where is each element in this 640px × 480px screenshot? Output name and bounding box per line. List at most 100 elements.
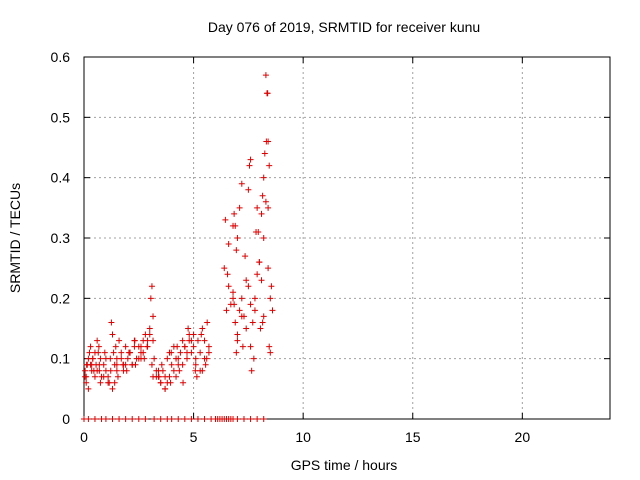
x-tick-labels: 0 5 10 15 20 <box>80 429 530 445</box>
data-point <box>242 253 249 260</box>
data-point <box>125 349 132 356</box>
data-point <box>177 349 184 356</box>
data-point <box>150 373 157 380</box>
data-point <box>260 313 267 320</box>
data-point <box>243 325 250 332</box>
data-point <box>180 379 187 386</box>
data-point <box>102 416 109 422</box>
data-point <box>259 319 266 326</box>
data-point <box>260 174 267 181</box>
data-point <box>94 337 101 344</box>
data-point <box>131 337 138 344</box>
y-tick-label: 0 <box>62 411 70 427</box>
data-point <box>250 355 257 362</box>
data-point <box>166 373 173 380</box>
data-point <box>131 343 138 350</box>
data-point <box>231 210 238 217</box>
data-point <box>155 373 162 380</box>
data-point <box>113 367 120 374</box>
data-point <box>87 343 94 350</box>
data-point <box>230 289 237 296</box>
x-tick-label: 15 <box>405 429 421 445</box>
data-point <box>247 343 254 350</box>
data-points <box>81 72 276 422</box>
data-point <box>194 337 201 344</box>
data-point <box>260 416 267 422</box>
data-point <box>223 307 230 314</box>
x-tick-label: 0 <box>80 429 88 445</box>
data-point <box>246 162 253 169</box>
data-point <box>132 361 139 368</box>
data-point <box>231 301 238 308</box>
data-point <box>91 373 98 380</box>
data-point <box>96 367 103 374</box>
data-point <box>118 355 125 362</box>
data-point <box>262 198 269 205</box>
data-point <box>262 72 269 79</box>
data-point <box>265 204 272 211</box>
data-point <box>234 235 241 241</box>
data-point <box>254 271 261 278</box>
data-point <box>193 373 200 380</box>
data-point <box>108 319 115 326</box>
data-point <box>267 349 274 356</box>
data-point <box>225 241 232 248</box>
data-point <box>140 349 147 356</box>
data-point <box>129 416 136 422</box>
data-point <box>243 277 250 284</box>
data-point <box>146 325 153 332</box>
axis-ticks <box>83 56 610 420</box>
data-point <box>238 313 245 320</box>
data-point <box>122 416 129 422</box>
data-point <box>245 283 252 290</box>
data-point <box>266 162 273 169</box>
data-point <box>202 361 209 368</box>
data-point <box>221 265 228 272</box>
data-point <box>205 343 212 350</box>
data-point <box>259 192 266 199</box>
data-point <box>230 222 237 229</box>
data-point <box>260 235 267 241</box>
data-point <box>225 283 232 290</box>
data-point <box>144 343 151 350</box>
data-point <box>157 416 164 422</box>
data-point <box>106 379 113 386</box>
data-point <box>137 343 144 350</box>
data-point <box>97 355 104 362</box>
data-point <box>201 416 208 422</box>
data-point <box>249 319 256 326</box>
data-point <box>179 361 186 368</box>
data-point <box>198 331 205 338</box>
data-point <box>234 416 241 422</box>
data-point <box>151 355 158 362</box>
data-point <box>232 319 239 326</box>
data-point <box>201 337 208 344</box>
data-point <box>194 416 201 422</box>
data-point <box>114 373 121 380</box>
data-point <box>113 361 120 368</box>
data-point <box>85 416 92 422</box>
y-tick-label: 0.4 <box>51 170 71 186</box>
data-point <box>205 349 212 356</box>
data-point <box>116 337 123 344</box>
data-point <box>109 385 116 392</box>
data-point <box>204 319 211 326</box>
y-tick-label: 0.6 <box>51 49 71 65</box>
data-point <box>254 416 261 422</box>
data-point <box>247 156 254 163</box>
data-point <box>110 349 117 356</box>
data-point <box>181 343 188 350</box>
data-point <box>197 349 204 356</box>
data-point <box>112 343 119 350</box>
data-point <box>234 331 241 338</box>
data-point <box>91 416 98 422</box>
data-point <box>162 385 169 392</box>
data-point <box>144 337 151 344</box>
y-tick-label: 0.5 <box>51 109 71 125</box>
data-point <box>247 416 254 422</box>
data-point <box>186 337 193 344</box>
data-point <box>265 265 272 272</box>
data-point <box>170 367 177 374</box>
data-point <box>168 361 175 368</box>
data-point <box>124 355 131 362</box>
